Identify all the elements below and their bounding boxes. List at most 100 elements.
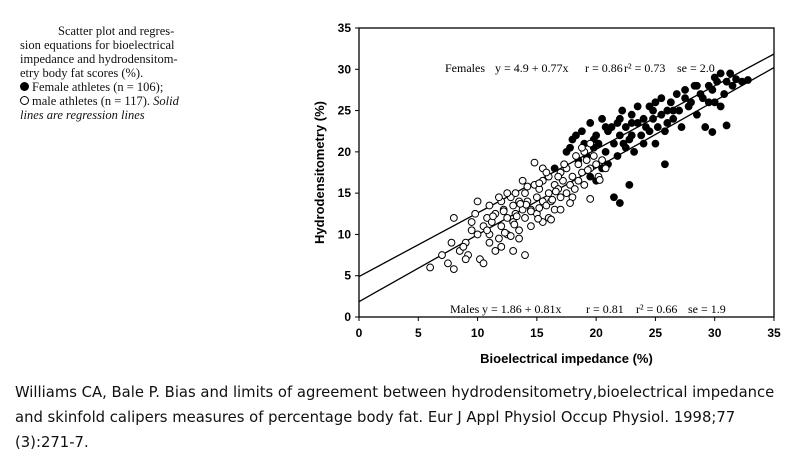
female-data-point [666,98,675,107]
male-data-point [548,195,557,204]
x-tick-label: 0 [356,326,363,340]
male-data-point [473,197,482,206]
male-data-point [521,214,529,222]
female-data-point [657,94,666,103]
male-data-point [574,160,583,169]
female-data-point [633,102,642,111]
female-data-point [615,199,624,207]
male-data-point [497,222,506,231]
males-r: r = 0.81 [586,302,624,316]
female-data-point [687,98,695,107]
male-data-point [459,242,468,251]
male-data-point [601,164,610,173]
x-tick-label: 25 [649,326,663,340]
males-se: se = 1.9 [688,302,726,316]
male-data-point [506,232,515,240]
female-data-point [625,180,634,189]
female-data-point [663,119,672,127]
male-data-point [589,152,598,160]
female-data-point [693,110,701,119]
solid-note-1: Solid [153,94,179,108]
female-data-point [657,110,666,119]
female-data-point [639,114,648,123]
male-data-point [509,247,518,255]
scatter-chart: 0 5 10 15 20 25 30 35 0 5 10 15 20 25 30 35 Bioelectrica… [312,21,781,366]
female-data-point [637,131,646,140]
female-data-point [610,139,618,148]
caption-female-legend: Female athletes (n = 106); [20,80,216,94]
male-data-point [598,156,606,165]
female-data-point [720,90,729,98]
female-data-point [716,69,725,78]
female-data-point [586,172,595,181]
male-data-point [515,226,523,235]
male-data-point [444,259,452,268]
male-data-point [534,214,542,223]
female-data-point [726,69,735,78]
males-equation: y = 1.86 + 0.81x [482,302,562,316]
male-data-point [530,158,539,167]
females-equation: y = 4.9 + 0.77x [495,61,569,75]
male-data-point [491,247,500,255]
figure-caption: Scatter plot and regres- sion equations … [20,24,216,122]
male-data-point [461,255,470,264]
solid-note-2: lines are regression lines [20,108,145,122]
male-data-point [467,218,476,226]
male-data-point [521,251,529,259]
male-data-point [483,226,491,235]
open-circle-icon [20,96,29,105]
female-data-point [566,143,574,152]
caption-line: Scatter plot and regres- [58,24,175,38]
x-tick-label: 15 [530,326,544,340]
female-data-point [613,152,622,160]
female-data-point [645,127,654,136]
male-data-point [566,199,574,207]
female-data-point [744,76,752,84]
female-data-point [708,86,717,94]
female-data-point [610,193,618,202]
female-data-point [613,119,622,127]
male-data-point [568,172,577,181]
data-points [426,69,752,274]
caption-line: sion equations for bioelectrical [20,38,175,52]
male-data-point [515,234,523,243]
male-data-point [595,176,604,184]
females-r: r = 0.86 [585,61,623,75]
filled-circle-icon [20,82,29,91]
female-data-point [722,121,731,130]
x-axis-label: Bioelectrical impedance (%) [480,351,653,366]
female-data-point [651,139,660,148]
male-data-point [447,238,456,247]
male-data-point [523,182,532,191]
male-data-point [570,185,579,193]
female-data-point [550,164,559,173]
male-data-point [554,172,563,181]
male-data-point [512,212,521,221]
male-data-point [586,195,595,203]
male-data-point [592,160,601,169]
female-data-point [704,98,713,107]
male-data-point [542,168,551,177]
plot-frame [358,27,775,318]
x-tick-label: 20 [589,326,603,340]
females-r2: r² = 0.73 [624,61,665,75]
male-data-point [510,220,519,229]
male-data-point [551,187,560,196]
male-legend-text: male athletes (n = 117). [32,94,151,108]
female-data-point [661,127,669,136]
female-data-point [598,114,606,123]
y-tick-label: 0 [344,310,351,324]
male-data-point [449,214,458,222]
female-data-point [639,139,648,148]
y-tick-label: 30 [338,62,352,76]
male-data-point [544,189,553,198]
male-data-point [527,222,535,231]
male-data-point [518,176,527,185]
male-data-point [497,242,506,251]
female-data-point [627,119,636,127]
male-data-point [511,189,520,198]
females-se: se = 2.0 [677,61,715,75]
male-data-point [485,201,494,210]
y-tick-label: 5 [344,269,351,283]
y-axis-label: Hydrodensitometry (%) [312,101,327,244]
